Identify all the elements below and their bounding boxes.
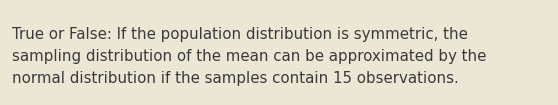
- Text: True or False: If the population distribution is symmetric, the
sampling distrib: True or False: If the population distrib…: [12, 27, 487, 86]
